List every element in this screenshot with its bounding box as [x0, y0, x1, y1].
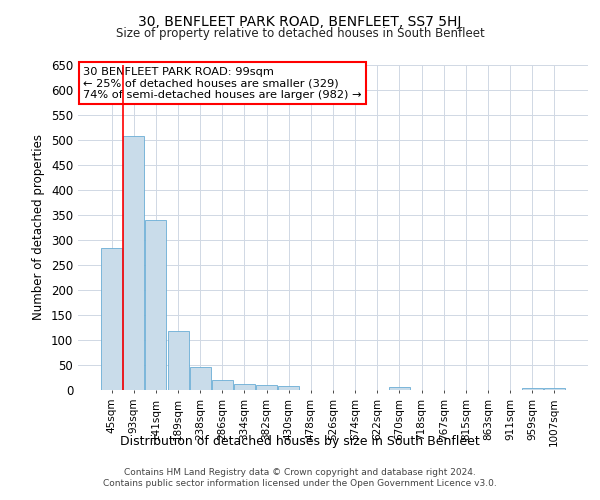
Bar: [145, 220, 166, 390]
Text: Distribution of detached houses by size in South Benfleet: Distribution of detached houses by size …: [120, 435, 480, 448]
Bar: [389, 387, 410, 390]
Text: Size of property relative to detached houses in South Benfleet: Size of property relative to detached ho…: [116, 28, 484, 40]
Bar: [256, 385, 277, 390]
Bar: [234, 384, 255, 390]
Bar: [212, 380, 233, 390]
Bar: [124, 136, 145, 390]
Text: Contains HM Land Registry data © Crown copyright and database right 2024.
Contai: Contains HM Land Registry data © Crown c…: [103, 468, 497, 487]
Y-axis label: Number of detached properties: Number of detached properties: [32, 134, 46, 320]
Bar: [544, 388, 565, 390]
Text: 30, BENFLEET PARK ROAD, BENFLEET, SS7 5HJ: 30, BENFLEET PARK ROAD, BENFLEET, SS7 5H…: [139, 15, 461, 29]
Text: 30 BENFLEET PARK ROAD: 99sqm
← 25% of detached houses are smaller (329)
74% of s: 30 BENFLEET PARK ROAD: 99sqm ← 25% of de…: [83, 66, 362, 100]
Bar: [101, 248, 122, 390]
Bar: [167, 331, 188, 390]
Bar: [278, 386, 299, 390]
Bar: [190, 366, 211, 390]
Bar: [521, 388, 542, 390]
